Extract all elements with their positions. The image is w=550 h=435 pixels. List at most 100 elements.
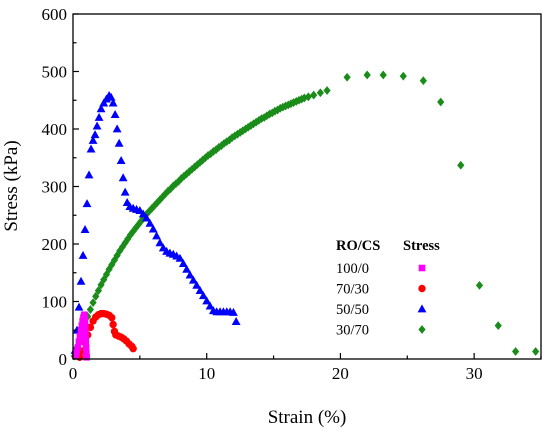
data-point-50-50 <box>120 187 130 196</box>
data-point-100-0 <box>82 332 89 340</box>
data-point-30-70 <box>255 115 263 125</box>
data-point-100-0 <box>75 338 83 346</box>
data-point-100-0 <box>83 349 90 357</box>
data-point-100-0 <box>82 338 90 346</box>
data-point-100-0 <box>72 352 79 360</box>
data-point-50-50 <box>145 218 155 227</box>
data-point-30-70 <box>225 135 234 145</box>
y-tick-label: 600 <box>42 5 68 24</box>
data-point-30-70 <box>247 121 255 130</box>
y-tick-label: 200 <box>42 235 68 254</box>
data-point-100-0 <box>81 321 89 328</box>
legend-items: 100/0 70/30 50/50 30/70 <box>336 261 427 339</box>
x-tick-label: 20 <box>332 364 349 383</box>
data-point-30-70 <box>207 149 215 159</box>
y-tick-label: 500 <box>42 63 68 82</box>
data-point-50-50 <box>118 173 128 182</box>
data-point-50-50 <box>92 121 102 130</box>
data-point-30-70 <box>244 122 252 132</box>
data-point-100-0 <box>73 348 81 356</box>
y-tick-label: 0 <box>59 350 68 369</box>
data-point-50-50 <box>116 156 126 165</box>
legend-header-stress: Stress <box>403 238 440 254</box>
data-point-50-50 <box>142 213 151 222</box>
legend-marker-100-0 <box>418 264 426 272</box>
data-point-30-70 <box>475 281 484 290</box>
data-point-30-70 <box>252 117 260 127</box>
data-point-50-50 <box>88 135 98 144</box>
x-tick-label: 10 <box>198 364 215 383</box>
legend-label-100-0: 100/0 <box>336 261 369 277</box>
data-point-30-70 <box>241 124 250 134</box>
data-point-30-70 <box>304 92 312 102</box>
legend: RO/CS Stress 100/0 70/30 50/50 30/70 <box>336 238 440 339</box>
data-point-30-70 <box>92 291 100 301</box>
data-point-30-70 <box>273 105 282 115</box>
data-point-70-30 <box>129 344 137 353</box>
data-point-30-70 <box>268 108 276 118</box>
data-point-30-70 <box>279 102 287 112</box>
plot-frame <box>72 13 542 360</box>
legend-marker-30-70 <box>418 325 426 334</box>
data-point-50-50 <box>205 301 215 310</box>
data-point-100-0 <box>77 326 85 334</box>
legend-header-ro-cs: RO/CS <box>336 238 380 254</box>
data-point-70-30 <box>108 313 116 322</box>
data-point-100-0 <box>74 344 82 351</box>
data-point-50-50 <box>86 144 96 153</box>
data-point-30-70 <box>323 86 331 95</box>
legend-marker-70-30 <box>418 284 426 293</box>
data-point-100-0 <box>81 315 89 323</box>
data-point-50-50 <box>155 238 165 247</box>
data-point-50-50 <box>112 124 122 133</box>
x-tick-label: 0 <box>69 364 78 383</box>
data-point-50-50 <box>192 280 202 289</box>
data-point-30-70 <box>196 157 204 167</box>
data-point-50-50 <box>80 225 90 234</box>
data-point-30-70 <box>290 98 298 107</box>
y-tick-label: 300 <box>42 178 68 197</box>
data-point-50-50 <box>138 209 148 218</box>
data-point-50-50 <box>76 276 86 285</box>
y-axis-label: Stress (kPa) <box>1 140 22 231</box>
data-point-50-50 <box>188 275 198 284</box>
data-point-100-0 <box>80 311 88 319</box>
data-point-30-70 <box>379 70 387 80</box>
data-point-50-50 <box>229 307 238 316</box>
data-point-30-70 <box>209 147 217 156</box>
data-point-50-50 <box>82 199 92 208</box>
data-point-50-50 <box>231 317 241 326</box>
legend-label-50-50: 50/50 <box>336 302 369 318</box>
data-point-50-50 <box>106 92 116 101</box>
data-point-30-70 <box>94 286 103 295</box>
legend-label-30-70: 30/70 <box>336 323 369 339</box>
data-point-30-70 <box>97 280 105 290</box>
data-point-50-50 <box>175 253 185 262</box>
data-point-30-70 <box>511 347 520 356</box>
data-point-50-50 <box>152 231 161 240</box>
data-point-30-70 <box>284 100 292 110</box>
data-point-100-0 <box>82 344 90 351</box>
data-point-70-30 <box>109 320 117 329</box>
data-point-100-0 <box>76 332 84 340</box>
data-point-100-0 <box>83 353 90 361</box>
data-point-50-50 <box>110 110 120 119</box>
data-point-30-70 <box>263 111 271 121</box>
legend-label-70-30: 70/30 <box>336 282 369 298</box>
data-point-30-70 <box>343 72 351 82</box>
data-point-50-50 <box>99 98 109 107</box>
data-point-30-70 <box>217 141 226 151</box>
data-point-50-50 <box>78 250 88 259</box>
data-point-30-70 <box>295 95 303 105</box>
data-point-30-70 <box>257 114 266 124</box>
data-point-50-50 <box>185 270 195 279</box>
data-point-50-50 <box>84 170 94 179</box>
data-point-30-70 <box>89 298 97 308</box>
x-axis-label: Strain (%) <box>268 407 347 428</box>
data-point-50-50 <box>74 302 84 311</box>
series-100-0 <box>72 311 90 361</box>
data-point-30-70 <box>532 347 540 356</box>
data-point-30-70 <box>199 155 207 165</box>
